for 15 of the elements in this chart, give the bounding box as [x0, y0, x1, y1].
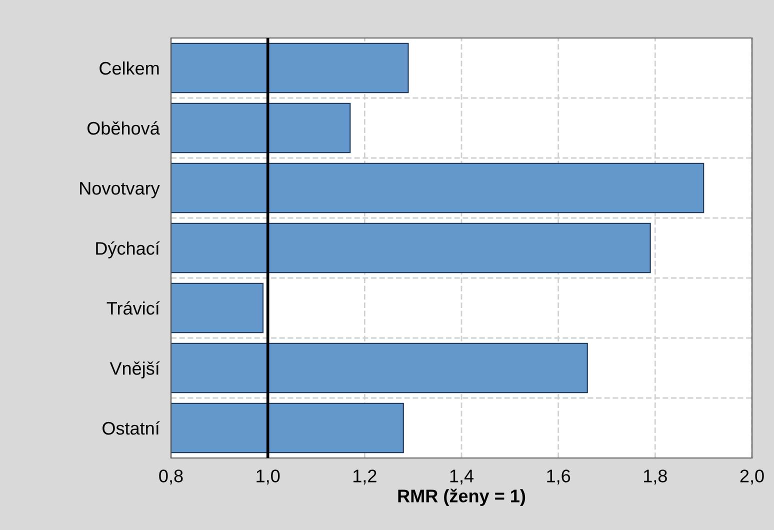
- y-tick-label: Trávicí: [106, 301, 160, 315]
- x-tick-label: 1,8: [644, 470, 667, 485]
- y-tick-label: Dýchací: [96, 241, 160, 258]
- x-tick-label: 2,0: [740, 470, 764, 485]
- y-tick-label: Celkem: [100, 61, 159, 75]
- x-tick-label: 1,0: [256, 470, 280, 485]
- x-axis-title: RMR (ženy = 1): [398, 488, 526, 506]
- x-tick-label: 1,4: [450, 470, 474, 485]
- y-tick-label: Novotvary: [80, 182, 160, 198]
- x-tick-label: 0,8: [159, 470, 183, 485]
- x-tick-label: 1,2: [353, 470, 376, 485]
- y-tick-label: Vnější: [110, 361, 160, 378]
- y-tick-label: Oběhová: [87, 121, 160, 135]
- y-tick-label: Ostatní: [102, 421, 160, 435]
- x-tick-label: 1,6: [547, 470, 570, 485]
